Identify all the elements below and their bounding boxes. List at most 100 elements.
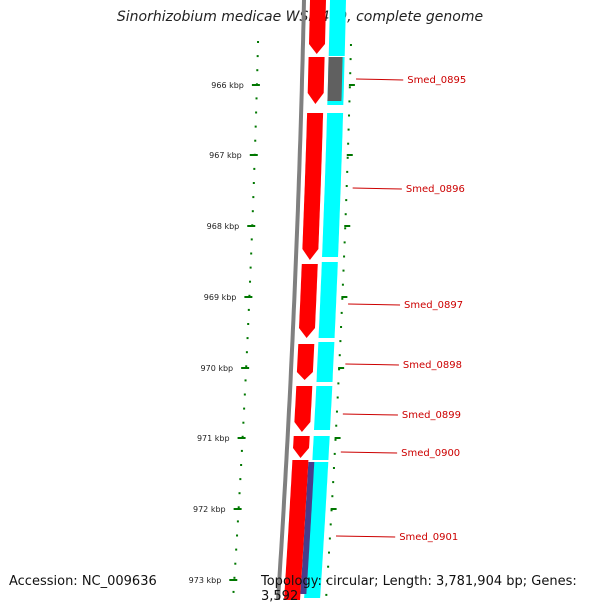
minor-tick [345,199,348,202]
forward-gene-arrow[interactable] [307,57,325,104]
minor-tick [329,523,332,526]
forward-gene-arrow[interactable] [309,0,326,54]
minor-tick [347,128,350,131]
minor-tick [325,593,328,596]
gene-label-leader [348,303,401,306]
minor-tick [346,156,349,159]
minor-tick [246,337,249,340]
reverse-gene-block[interactable] [318,262,338,338]
backbone-line [276,0,306,600]
gene-label[interactable]: Smed_0901 [399,532,458,543]
minor-tick [240,464,243,466]
forward-gene-arrow[interactable] [293,436,310,458]
minor-tick [250,238,253,241]
reverse-strand-track[interactable] [300,0,346,598]
forward-gene-arrow[interactable] [302,113,324,260]
minor-tick [336,396,339,399]
minor-tick [239,478,242,481]
minor-ticks [232,41,352,596]
minor-tick [349,72,352,75]
minor-tick [342,269,345,272]
gene-label[interactable]: Smed_0896 [406,184,465,195]
minor-tick [343,241,346,244]
forward-gene-arrow[interactable] [299,264,318,338]
minor-tick [335,410,338,413]
reverse-gene-block[interactable] [316,342,335,382]
minor-tick [250,252,253,255]
minor-tick [235,548,238,551]
minor-tick [330,509,333,512]
forward-gene-arrow[interactable] [296,344,315,380]
minor-tick [344,227,347,230]
minor-tick [338,368,341,371]
scale-tick-label: 967 kbp [209,151,242,160]
gene-label[interactable]: Smed_0898 [403,360,462,371]
minor-tick [348,86,351,89]
minor-tick [245,351,248,354]
minor-tick [344,213,347,216]
minor-tick [251,210,254,213]
reverse-gene-block[interactable] [322,113,344,257]
minor-tick [341,297,344,300]
scale-tick-label: 969 kbp [204,293,237,302]
minor-tick [328,537,331,540]
reverse-gene-block[interactable] [314,386,333,430]
minor-tick [247,308,250,311]
minor-tick [338,354,341,357]
minor-tick [238,492,241,495]
minor-tick [252,196,255,199]
minor-tick [340,311,343,314]
reverse-gene-block[interactable] [312,436,330,460]
reverse-gene-block[interactable] [328,0,346,56]
minor-tick [252,182,255,184]
minor-tick [334,438,337,441]
minor-tick [232,590,235,593]
minor-tick [343,255,346,258]
gene-label-leader [336,535,396,538]
minor-tick [242,421,245,424]
minor-tick [256,55,259,58]
minor-tick [243,407,246,410]
minor-tick [340,326,343,328]
minor-tick [327,551,330,554]
scale-tick-label: 972 kbp [193,505,226,514]
minor-tick [332,467,335,469]
minor-tick [349,58,352,61]
minor-tick [243,393,246,396]
minor-tick [341,283,344,286]
backbone [276,0,306,600]
minor-tick [256,69,259,72]
minor-tick [244,379,247,382]
minor-tick [349,44,352,46]
minor-tick [347,142,350,145]
minor-tick [233,576,236,579]
map-title: Sinorhizobium medicae WSM419, complete g… [116,9,484,25]
gene-label-leader [345,363,399,366]
purple-feature-block[interactable] [300,462,315,594]
minor-tick [254,139,257,142]
minor-tick [257,41,260,43]
gene-label[interactable]: Smed_0900 [401,448,460,459]
gene-label-leader [352,187,402,190]
minor-tick [247,323,250,325]
minor-tick [333,452,336,455]
gene-labels[interactable]: Smed_0895 Smed_0896 Smed_0897 Smed_0898 Smed… [336,75,466,543]
forward-gene-arrow[interactable] [284,460,309,600]
gray-feature-block[interactable] [327,57,343,101]
minor-tick [249,280,252,283]
forward-strand-track[interactable] [284,0,326,600]
gene-label[interactable]: Smed_0899 [402,410,461,421]
reverse-gene-block[interactable] [304,462,329,598]
minor-tick [248,294,251,297]
minor-tick [345,185,348,187]
forward-gene-arrow[interactable] [294,386,313,432]
minor-tick [254,125,257,128]
scale-tick-label: 973 kbp [189,576,222,585]
minor-tick [241,435,244,438]
gene-label[interactable]: Smed_0895 [407,75,466,86]
gene-label[interactable]: Smed_0897 [404,300,463,311]
scale-tick-label: 968 kbp [207,222,240,231]
minor-tick [236,520,239,523]
minor-tick [255,97,258,100]
